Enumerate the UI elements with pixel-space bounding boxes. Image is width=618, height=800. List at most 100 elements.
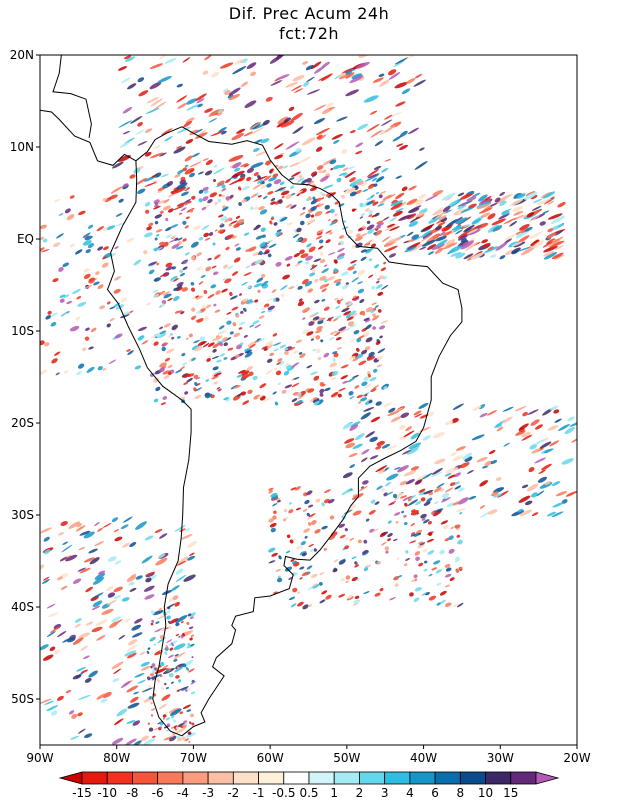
precip-cell bbox=[371, 214, 377, 218]
precip-cell bbox=[153, 398, 159, 403]
precip-cell bbox=[470, 252, 485, 260]
precip-cell bbox=[124, 650, 137, 657]
precip-cell bbox=[184, 252, 190, 256]
precip-cell bbox=[297, 301, 305, 307]
precip-cell bbox=[190, 634, 194, 638]
precip-cell bbox=[448, 535, 454, 541]
precip-cell bbox=[141, 555, 153, 564]
precip-cell bbox=[83, 268, 90, 273]
precip-cell bbox=[94, 541, 105, 547]
precip-cell bbox=[431, 510, 436, 514]
precip-cell bbox=[235, 215, 241, 219]
precip-cell bbox=[368, 399, 373, 404]
colorbar-label: -1 bbox=[253, 786, 265, 800]
precip-cell bbox=[143, 175, 157, 182]
precip-cell bbox=[376, 561, 381, 565]
precip-cell bbox=[182, 632, 185, 637]
precip-cell bbox=[154, 214, 163, 219]
precip-cell bbox=[420, 234, 433, 242]
precip-cell bbox=[117, 66, 128, 71]
precip-cell bbox=[193, 225, 202, 230]
precip-cell bbox=[289, 539, 294, 544]
precip-cell bbox=[175, 615, 188, 623]
precip-cell bbox=[364, 383, 372, 389]
precip-cell bbox=[180, 207, 187, 212]
lon-tick-label: 80W bbox=[103, 751, 130, 765]
precip-cell bbox=[411, 234, 420, 240]
precip-cell bbox=[408, 495, 417, 500]
precip-cell bbox=[40, 644, 49, 651]
precip-cell bbox=[165, 686, 170, 690]
precip-cell bbox=[415, 556, 420, 561]
precip-cell bbox=[344, 170, 356, 179]
precip-cell bbox=[388, 72, 401, 80]
precip-cell bbox=[302, 278, 309, 285]
precip-cell bbox=[147, 722, 151, 725]
precip-cell bbox=[64, 208, 71, 214]
precip-cell bbox=[295, 507, 302, 511]
precip-cell bbox=[194, 387, 203, 392]
precip-cell bbox=[309, 206, 317, 212]
precip-cell bbox=[334, 213, 338, 217]
precip-cell bbox=[333, 352, 339, 358]
precip-cell bbox=[185, 732, 197, 738]
precip-cell bbox=[88, 278, 97, 284]
precip-cell bbox=[350, 129, 356, 134]
precip-cell bbox=[406, 238, 416, 243]
precip-cell bbox=[336, 255, 345, 261]
lat-tick-label: 30S bbox=[11, 508, 34, 522]
precip-cell bbox=[414, 587, 422, 592]
precip-cell bbox=[406, 198, 418, 205]
map-title: Dif. Prec Acum 24h bbox=[228, 4, 390, 23]
precip-cell bbox=[272, 502, 278, 507]
precip-cell bbox=[267, 305, 275, 311]
precip-cell bbox=[273, 222, 278, 226]
precip-cell bbox=[207, 342, 215, 348]
precip-cell bbox=[354, 561, 358, 565]
precip-cell bbox=[76, 666, 87, 672]
precip-cell bbox=[60, 312, 67, 317]
precip-cell bbox=[297, 260, 303, 264]
precip-cell bbox=[471, 218, 482, 225]
precip-cell bbox=[277, 575, 281, 579]
precip-cell bbox=[303, 492, 308, 497]
precip-cell bbox=[228, 155, 244, 162]
colorbar-label: -3 bbox=[202, 786, 214, 800]
precip-cell bbox=[120, 524, 129, 530]
precip-cell bbox=[291, 362, 300, 368]
precip-cell bbox=[149, 373, 155, 377]
precip-cell bbox=[390, 200, 404, 206]
precip-cell bbox=[427, 550, 435, 555]
precip-cell bbox=[116, 708, 128, 717]
precip-cell bbox=[419, 246, 427, 250]
precip-cell bbox=[279, 216, 288, 222]
precip-cell bbox=[47, 310, 52, 315]
precip-cell bbox=[85, 586, 94, 593]
precip-cell bbox=[354, 595, 360, 600]
precip-cell bbox=[340, 329, 347, 333]
precip-cell bbox=[108, 194, 118, 200]
colorbar-label: 4 bbox=[406, 786, 414, 800]
precip-cell bbox=[74, 618, 82, 623]
precip-cell bbox=[456, 446, 466, 451]
precip-cell bbox=[79, 530, 91, 536]
precip-cell bbox=[109, 621, 119, 629]
precip-cell bbox=[59, 294, 66, 298]
precip-cell bbox=[175, 286, 183, 292]
precip-cell bbox=[303, 81, 310, 87]
precip-cell bbox=[404, 470, 417, 477]
precip-cell bbox=[444, 563, 451, 568]
precip-cell bbox=[462, 223, 471, 228]
precip-cell bbox=[405, 479, 415, 485]
precip-cell bbox=[185, 666, 190, 671]
precip-cell bbox=[395, 520, 399, 524]
precip-cell bbox=[252, 252, 260, 256]
precip-cell bbox=[533, 438, 546, 446]
precip-cell bbox=[529, 214, 541, 222]
precip-cell bbox=[228, 87, 241, 96]
precip-cell bbox=[318, 134, 327, 141]
precip-cell bbox=[231, 271, 239, 276]
precip-cell bbox=[499, 191, 506, 197]
precip-cell bbox=[167, 620, 170, 624]
precip-cell bbox=[257, 179, 264, 184]
